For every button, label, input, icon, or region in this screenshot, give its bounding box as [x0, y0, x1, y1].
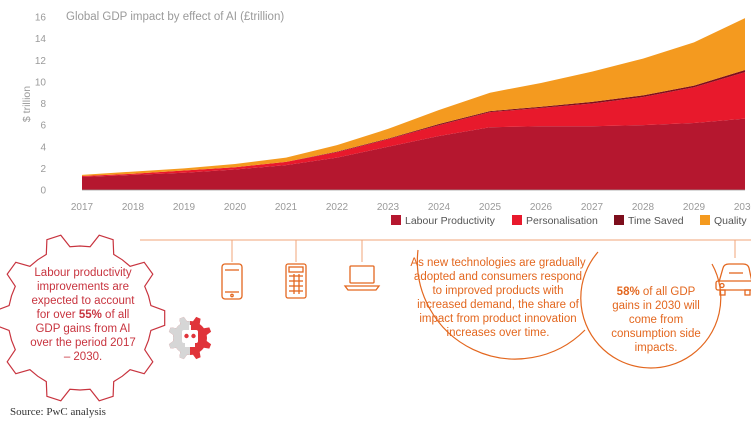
- x-tick-label: 2029: [683, 202, 706, 213]
- right-annotation-text: of all GDP gains in 2030 will come from …: [611, 286, 701, 355]
- y-tick-label: 2: [40, 164, 46, 175]
- legend-item-quality: Quality: [700, 215, 747, 227]
- y-axis-label: $ trillion: [21, 86, 33, 122]
- gear-annotation: Labour productivity improvements are exp…: [26, 266, 140, 364]
- middle-annotation: As new technologies are gradually adopte…: [410, 256, 586, 340]
- tablet-icon: [285, 263, 307, 299]
- chart-title: Global GDP impact by effect of AI (£tril…: [66, 11, 284, 23]
- x-tick-label: 2026: [530, 202, 553, 213]
- phone-icon: [221, 263, 243, 300]
- y-tick-label: 16: [35, 13, 47, 24]
- legend-label: Personalisation: [526, 215, 598, 227]
- x-tick-label: 2028: [632, 202, 655, 213]
- area-personalisation: [82, 72, 745, 178]
- x-tick-label: 2024: [428, 202, 451, 213]
- gear-annotation-highlight: 55%: [78, 309, 102, 322]
- y-tick-label: 6: [40, 121, 46, 132]
- area-series-group: [82, 18, 745, 190]
- x-tick-label: 2025: [479, 202, 502, 213]
- laptop-icon: [343, 265, 381, 291]
- connector-lines: [140, 239, 751, 262]
- x-tick-label: 2018: [122, 202, 145, 213]
- x-tick-label: 2022: [326, 202, 349, 213]
- legend-swatch: [391, 215, 401, 225]
- legend-label: Time Saved: [628, 215, 684, 227]
- x-tick-label: 2019: [173, 202, 196, 213]
- y-tick-label: 10: [35, 77, 47, 88]
- x-tick-label: 2023: [377, 202, 400, 213]
- right-bubble-outline: [580, 251, 722, 369]
- robot-gear-icon: [168, 316, 212, 360]
- right-annotation: 58% of all GDP gains in 2030 will come f…: [606, 285, 706, 355]
- legend-label: Labour Productivity: [405, 215, 496, 227]
- y-tick-label: 4: [40, 142, 46, 153]
- area-quality: [82, 18, 745, 176]
- x-tick-label: 2020: [224, 202, 247, 213]
- y-tick-label: 8: [40, 99, 46, 110]
- legend-swatch: [700, 215, 710, 225]
- y-tick-label: 14: [35, 34, 47, 45]
- axis-group: 0 2 4 6 8 10 12 14 16 2017 2018 2019 2020 2021 2022 202…: [35, 13, 751, 214]
- x-tick-label: 2021: [275, 202, 298, 213]
- middle-bubble-outline: [416, 249, 586, 360]
- source-note: Source: PwC analysis: [10, 406, 106, 418]
- x-tick-label: 2027: [581, 202, 604, 213]
- car-icon: [715, 263, 751, 296]
- x-tick-label: 2030: [734, 202, 751, 213]
- legend-swatch: [512, 215, 522, 225]
- legend-item-time-saved: Time Saved: [614, 215, 684, 227]
- gear-outline-shape: [0, 234, 166, 402]
- area-labour-productivity: [82, 118, 745, 190]
- legend-label: Quality: [714, 215, 747, 227]
- legend: Labour Productivity Personalisation Time S…: [391, 215, 747, 227]
- legend-item-labour-productivity: Labour Productivity: [391, 215, 496, 227]
- right-annotation-highlight: 58%: [616, 286, 640, 298]
- gear-annotation-text: Labour productivity improvements are exp…: [31, 267, 135, 322]
- gear-annotation-text-end: of all GDP gains from AI over the period…: [30, 309, 136, 364]
- y-tick-label: 0: [40, 186, 46, 197]
- y-tick-label: 12: [35, 56, 47, 67]
- middle-annotation-text: As new technologies are gradually adopte…: [410, 257, 586, 340]
- legend-item-personalisation: Personalisation: [512, 215, 598, 227]
- legend-swatch: [614, 215, 624, 225]
- x-tick-label: 2017: [71, 202, 94, 213]
